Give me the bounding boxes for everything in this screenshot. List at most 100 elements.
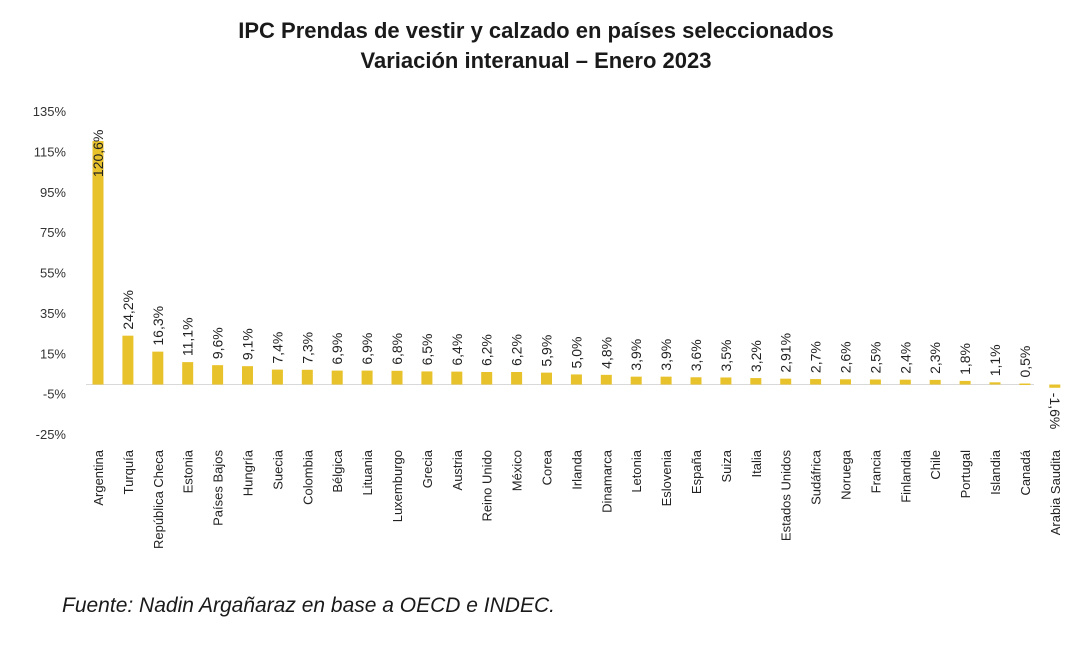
data-label: 5,0%	[568, 337, 584, 369]
data-label: 6,8%	[389, 333, 405, 365]
bar	[600, 374, 612, 385]
category-label: Grecia	[420, 449, 435, 488]
bar	[152, 351, 164, 385]
bar	[212, 365, 224, 385]
category-label: Canadá	[1018, 449, 1033, 495]
category-label: Portugal	[958, 450, 973, 499]
bar	[630, 376, 642, 385]
bar	[989, 382, 1001, 385]
data-label: 3,5%	[718, 340, 734, 372]
y-tick-label: 115%	[34, 144, 67, 159]
category-label: Chile	[928, 450, 943, 480]
category-label: México	[510, 450, 525, 491]
data-label: 6,2%	[479, 334, 495, 366]
data-label: 7,3%	[299, 332, 315, 364]
bar	[301, 369, 313, 385]
bar	[570, 374, 582, 385]
bar	[810, 379, 822, 385]
data-label: 3,9%	[628, 339, 644, 371]
category-label: Francia	[868, 449, 883, 493]
y-tick-label: 95%	[40, 185, 66, 200]
y-tick-label: -5%	[43, 387, 67, 402]
y-tick-label: 75%	[40, 225, 66, 240]
y-tick-label: 15%	[40, 346, 66, 361]
category-label: Argentina	[91, 449, 106, 505]
data-label: 5,9%	[539, 335, 555, 367]
bar	[780, 378, 792, 385]
category-label: Colombia	[300, 449, 315, 505]
bar	[899, 379, 911, 385]
y-tick-label: 35%	[40, 306, 66, 321]
category-label: Suecia	[270, 449, 285, 490]
data-label: 6,5%	[419, 333, 435, 365]
data-label: 9,6%	[210, 327, 226, 359]
category-label: Letonia	[629, 449, 644, 492]
data-label: 2,4%	[897, 342, 913, 374]
category-label: Lituania	[360, 449, 375, 495]
bar-chart: 135% 115% 95% 75% 55% 35% 15% -5% -25% 120,6% Arge…	[33, 104, 1063, 549]
bar	[451, 371, 463, 385]
data-label: -1,6%	[1047, 393, 1063, 430]
bar	[840, 379, 851, 385]
bar	[391, 370, 403, 385]
bar	[481, 372, 493, 385]
data-label: 120,6%	[90, 130, 106, 177]
y-tick-label: 135%	[33, 104, 67, 119]
data-label: 7,4%	[269, 332, 285, 364]
data-label: 6,4%	[449, 334, 465, 366]
data-label: 0,5%	[1017, 346, 1033, 378]
data-label: 1,1%	[987, 344, 1003, 376]
category-label: Sudáfrica	[809, 449, 824, 505]
bar	[541, 372, 552, 385]
category-label: Austria	[450, 449, 465, 490]
data-label: 1,8%	[957, 343, 973, 375]
bar	[929, 379, 941, 385]
data-label: 3,6%	[688, 339, 704, 371]
category-label: Hungría	[241, 449, 256, 496]
data-label: 6,9%	[329, 333, 345, 365]
bar	[92, 141, 104, 385]
data-label: 16,3%	[150, 306, 166, 346]
bar	[182, 362, 194, 385]
data-label: 3,9%	[658, 339, 674, 371]
data-label: 3,2%	[748, 340, 764, 372]
bar	[1019, 383, 1031, 386]
bar	[869, 379, 881, 385]
category-label: Noruega	[839, 449, 854, 500]
y-tick-label: 55%	[40, 266, 66, 281]
category-label: Irlanda	[569, 449, 584, 490]
data-label: 2,6%	[838, 341, 854, 373]
data-label: 6,9%	[359, 333, 375, 365]
category-label: Bélgica	[330, 449, 345, 492]
category-label: Arabia Saudita	[1048, 449, 1063, 535]
data-label: 2,7%	[808, 341, 824, 373]
bar	[511, 372, 523, 385]
bar	[690, 377, 702, 385]
category-label: Islandia	[988, 449, 1003, 495]
category-label: Italia	[749, 449, 764, 477]
data-label: 2,3%	[927, 342, 943, 374]
bar	[421, 371, 433, 385]
category-label: Eslovenia	[659, 449, 674, 506]
bar	[750, 378, 762, 385]
data-label: 9,1%	[240, 328, 256, 360]
bar	[361, 370, 373, 385]
data-label: 2,5%	[867, 342, 883, 374]
chart-title-block: IPC Prendas de vestir y calzado en paíse…	[0, 16, 1072, 76]
bar	[660, 376, 672, 385]
category-label: Reino Unido	[480, 450, 495, 522]
bar	[1049, 384, 1061, 388]
bar	[331, 370, 343, 385]
data-label: 6,2%	[509, 334, 525, 366]
category-label: Corea	[540, 449, 555, 485]
category-label: República Checa	[151, 449, 166, 549]
data-label: 2,91%	[778, 333, 794, 373]
data-label: 4,8%	[598, 337, 614, 369]
category-label: Finlandia	[898, 449, 913, 503]
bar	[271, 369, 283, 385]
bar	[720, 377, 732, 385]
y-tick-label: -25%	[36, 427, 67, 442]
category-label: Suiza	[719, 449, 734, 482]
category-label: Estados Unidos	[779, 450, 794, 542]
category-label: Países Bajos	[211, 450, 226, 526]
